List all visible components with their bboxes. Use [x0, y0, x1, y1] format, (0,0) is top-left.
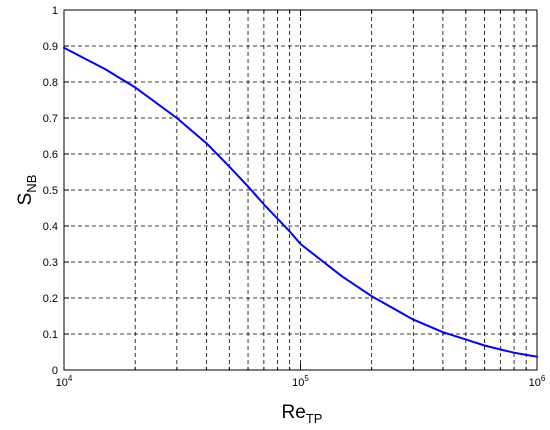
x-tick-label-base: 10 — [56, 377, 68, 389]
grid-lines — [64, 10, 537, 370]
y-tick-labels: 0 0.1 0.2 0.3 0.4 0.5 0.6 0.7 0.8 0.9 1 — [43, 5, 58, 377]
series-layer — [63, 46, 538, 358]
x-axis-label-sub: TP — [306, 411, 323, 426]
y-axis-label: SNB — [15, 175, 39, 206]
x-tick-label-base: 10 — [529, 377, 541, 389]
x-tick-label-base: 10 — [292, 377, 304, 389]
y-tick-label: 0.8 — [43, 77, 58, 89]
x-tick-label-exponent: 5 — [304, 374, 309, 383]
x-tick-label: 106 — [529, 374, 546, 389]
y-tick-label: 1 — [52, 5, 58, 17]
y-axis-label-sub: NB — [24, 175, 39, 193]
y-axis-label-main: S — [15, 193, 36, 206]
x-tick-label: 104 — [56, 374, 73, 389]
x-tick-label-exponent: 4 — [68, 374, 73, 383]
y-tick-label: 0.7 — [43, 113, 58, 125]
x-tick-label-exponent: 6 — [541, 374, 546, 383]
y-tick-label: 0.9 — [43, 41, 58, 53]
y-tick-label: 0.5 — [43, 185, 58, 197]
x-axis-label: ReTP — [282, 402, 323, 426]
series-line — [63, 46, 538, 358]
y-tick-label: 0.2 — [43, 293, 58, 305]
y-tick-label: 0 — [52, 365, 58, 377]
y-tick-label: 0.1 — [43, 329, 58, 341]
x-tick-label: 105 — [292, 374, 309, 389]
y-tick-label: 0.4 — [43, 221, 58, 233]
x-tick-labels: 104 105 106 — [56, 374, 546, 389]
x-axis-label-main: Re — [282, 402, 306, 423]
y-tick-label: 0.3 — [43, 257, 58, 269]
y-tick-label: 0.6 — [43, 149, 58, 161]
tick-marks — [64, 9, 537, 371]
